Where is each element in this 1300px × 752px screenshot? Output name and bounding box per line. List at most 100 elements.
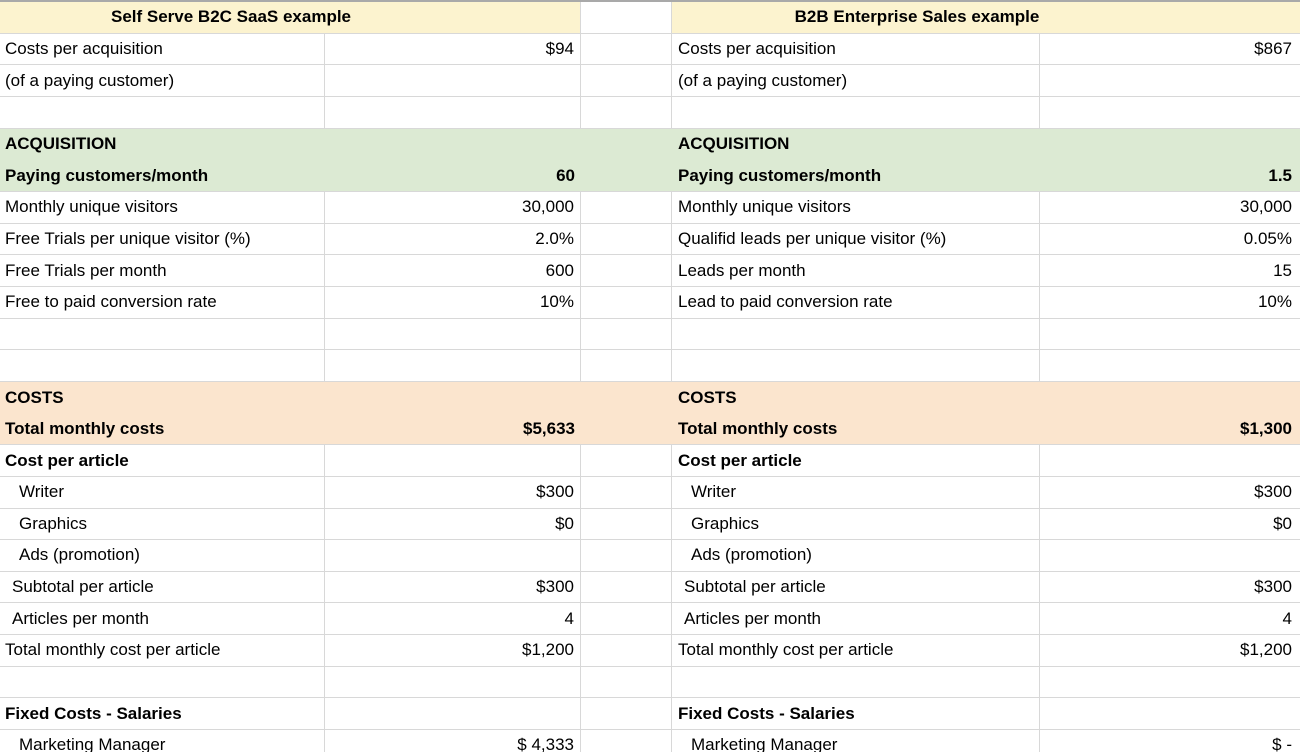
- label-cell-left[interactable]: [0, 666, 325, 698]
- label-cell-right[interactable]: Paying customers/month: [678, 165, 882, 185]
- gap-cell[interactable]: [581, 698, 672, 730]
- label-cell-left[interactable]: ACQUISITION: [5, 134, 117, 154]
- value-cell-right[interactable]: 30,000: [1240, 197, 1292, 217]
- value-cell-right[interactable]: [1040, 129, 1300, 161]
- value-cell-right[interactable]: 4: [1282, 608, 1292, 628]
- value-cell-left[interactable]: [325, 382, 581, 414]
- value-cell-left[interactable]: [325, 666, 581, 698]
- value-cell-right[interactable]: 0.05%: [1243, 228, 1292, 248]
- value-cell-left[interactable]: $94: [325, 33, 581, 65]
- label-cell-left[interactable]: COSTS: [5, 387, 64, 407]
- gap-cell[interactable]: [581, 255, 672, 286]
- label-cell-right[interactable]: Qualifid leads per unique visitor (%): [672, 223, 1040, 255]
- gap-cell[interactable]: [581, 129, 672, 161]
- label-cell-left[interactable]: Costs per acquisition: [0, 33, 325, 65]
- label-cell-right[interactable]: Fixed Costs - Salaries: [672, 698, 1040, 730]
- value-cell-right[interactable]: [1040, 97, 1300, 128]
- gap-cell[interactable]: [581, 414, 672, 445]
- value-cell-right[interactable]: [1040, 319, 1300, 350]
- label-cell-right[interactable]: Monthly unique visitors: [672, 191, 1040, 223]
- gap-cell[interactable]: [581, 96, 672, 128]
- label-cell-left[interactable]: (of a paying customer): [0, 65, 325, 96]
- label-cell-right[interactable]: ACQUISITION: [678, 134, 790, 154]
- label-cell-right[interactable]: [672, 96, 1040, 128]
- gap-cell[interactable]: [581, 571, 672, 603]
- label-cell-right[interactable]: Leads per month: [672, 255, 1040, 286]
- gap-cell[interactable]: [581, 160, 672, 191]
- value-cell-right[interactable]: 15: [1273, 260, 1292, 280]
- label-cell-left[interactable]: [0, 318, 325, 350]
- label-cell-left[interactable]: Total monthly cost per article: [0, 635, 325, 666]
- label-cell-left[interactable]: Writer: [0, 476, 325, 508]
- value-cell-right[interactable]: $1,300: [1240, 418, 1292, 438]
- value-cell-right[interactable]: 10%: [1257, 292, 1292, 312]
- value-cell-right[interactable]: [1040, 540, 1300, 571]
- label-cell-left[interactable]: Ads (promotion): [0, 540, 325, 571]
- value-cell-left[interactable]: 60: [556, 165, 575, 185]
- gap-cell[interactable]: [581, 603, 672, 635]
- value-cell-left[interactable]: 2.0%: [325, 223, 581, 255]
- value-cell-left[interactable]: [325, 540, 581, 571]
- right-table-title[interactable]: B2B Enterprise Sales example: [672, 2, 1300, 33]
- value-cell-right[interactable]: [1040, 445, 1300, 476]
- value-cell-left[interactable]: [325, 65, 581, 96]
- value-cell-right[interactable]: $ -: [1272, 735, 1292, 752]
- value-cell-right[interactable]: 1.5: [1268, 165, 1292, 185]
- label-cell-right[interactable]: Graphics: [672, 508, 1040, 540]
- label-cell-left[interactable]: [0, 96, 325, 128]
- gap-cell[interactable]: [581, 540, 672, 571]
- label-cell-right[interactable]: [672, 318, 1040, 350]
- label-cell-right[interactable]: [672, 666, 1040, 698]
- value-cell-left[interactable]: $1,200: [325, 635, 581, 666]
- gap-cell[interactable]: [581, 318, 672, 350]
- gap-cell[interactable]: [581, 350, 672, 381]
- value-cell-left[interactable]: 10%: [325, 286, 581, 318]
- label-cell-left[interactable]: Marketing Manager: [0, 730, 325, 752]
- value-cell-right[interactable]: [1040, 382, 1300, 414]
- label-cell-right[interactable]: (of a paying customer): [672, 65, 1040, 96]
- value-cell-right[interactable]: [1040, 698, 1300, 729]
- value-cell-left[interactable]: [325, 445, 581, 476]
- value-cell-right[interactable]: [1040, 65, 1300, 96]
- value-cell-left[interactable]: 30,000: [325, 191, 581, 223]
- label-cell-right[interactable]: Cost per article: [672, 445, 1040, 476]
- value-cell-right[interactable]: [1040, 667, 1300, 698]
- label-cell-right[interactable]: Writer: [672, 476, 1040, 508]
- label-cell-left[interactable]: [0, 350, 325, 381]
- gap-cell[interactable]: [581, 445, 672, 476]
- label-cell-left[interactable]: Graphics: [0, 508, 325, 540]
- gap-cell[interactable]: [581, 730, 672, 752]
- label-cell-right[interactable]: Total monthly cost per article: [672, 635, 1040, 666]
- value-cell-left[interactable]: [325, 129, 581, 161]
- label-cell-left[interactable]: Monthly unique visitors: [0, 191, 325, 223]
- value-cell-left[interactable]: [325, 350, 581, 381]
- label-cell-right[interactable]: Costs per acquisition: [672, 33, 1040, 65]
- label-cell-right[interactable]: Lead to paid conversion rate: [672, 286, 1040, 318]
- left-table-title[interactable]: Self Serve B2C SaaS example: [0, 2, 581, 33]
- label-cell-right[interactable]: [672, 350, 1040, 381]
- value-cell-left[interactable]: $300: [325, 571, 581, 603]
- value-cell-right[interactable]: [1040, 350, 1300, 381]
- value-cell-right[interactable]: $300: [1254, 482, 1292, 502]
- value-cell-left[interactable]: 4: [325, 603, 581, 635]
- label-cell-right[interactable]: Ads (promotion): [672, 540, 1040, 571]
- label-cell-left[interactable]: Articles per month: [0, 603, 325, 635]
- value-cell-left[interactable]: [325, 698, 581, 730]
- label-cell-right[interactable]: Marketing Manager: [672, 730, 1040, 752]
- value-cell-right[interactable]: $0: [1273, 513, 1292, 533]
- value-cell-left[interactable]: $300: [325, 476, 581, 508]
- label-cell-left[interactable]: Cost per article: [0, 445, 325, 476]
- label-cell-right[interactable]: COSTS: [678, 387, 737, 407]
- label-cell-left[interactable]: Total monthly costs: [5, 418, 165, 438]
- label-cell-left[interactable]: Subtotal per article: [0, 571, 325, 603]
- header-gap-cell[interactable]: [581, 2, 672, 33]
- gap-cell[interactable]: [581, 476, 672, 508]
- label-cell-right[interactable]: Subtotal per article: [672, 571, 1040, 603]
- gap-cell[interactable]: [581, 508, 672, 540]
- value-cell-left[interactable]: $ 4,333: [325, 730, 581, 752]
- gap-cell[interactable]: [581, 191, 672, 223]
- value-cell-left[interactable]: $5,633: [523, 418, 575, 438]
- gap-cell[interactable]: [581, 666, 672, 698]
- label-cell-left[interactable]: Free to paid conversion rate: [0, 286, 325, 318]
- label-cell-right[interactable]: Total monthly costs: [678, 418, 838, 438]
